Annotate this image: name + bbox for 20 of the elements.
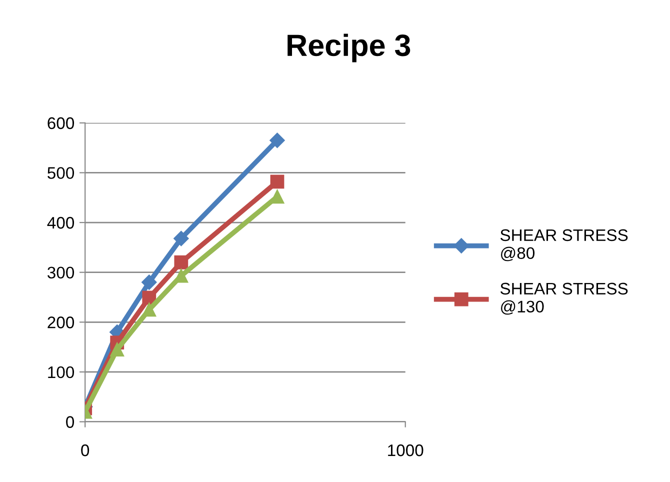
y-tick-label: 500 bbox=[48, 167, 74, 179]
y-tick-label: 200 bbox=[48, 316, 74, 328]
x-tick-label: 1000 bbox=[388, 444, 424, 456]
point bbox=[270, 190, 284, 204]
legend-label: SHEAR STRESS @130 bbox=[500, 282, 628, 315]
y-tick-label: 0 bbox=[66, 416, 74, 428]
point bbox=[174, 255, 188, 270]
point bbox=[174, 268, 188, 283]
y-tick-label: 600 bbox=[48, 117, 74, 130]
y-tick-label: 400 bbox=[47, 216, 74, 229]
legend-label: SHEAR STRESS @80 bbox=[500, 229, 628, 262]
point bbox=[142, 302, 156, 317]
chart-title: Recipe 3 bbox=[288, 34, 410, 62]
point bbox=[174, 230, 189, 246]
point bbox=[270, 174, 284, 189]
y-tick-label: 100 bbox=[48, 366, 74, 378]
point bbox=[270, 132, 285, 148]
point bbox=[110, 342, 124, 356]
point bbox=[142, 274, 157, 290]
y-tick-label: 300 bbox=[48, 266, 74, 279]
